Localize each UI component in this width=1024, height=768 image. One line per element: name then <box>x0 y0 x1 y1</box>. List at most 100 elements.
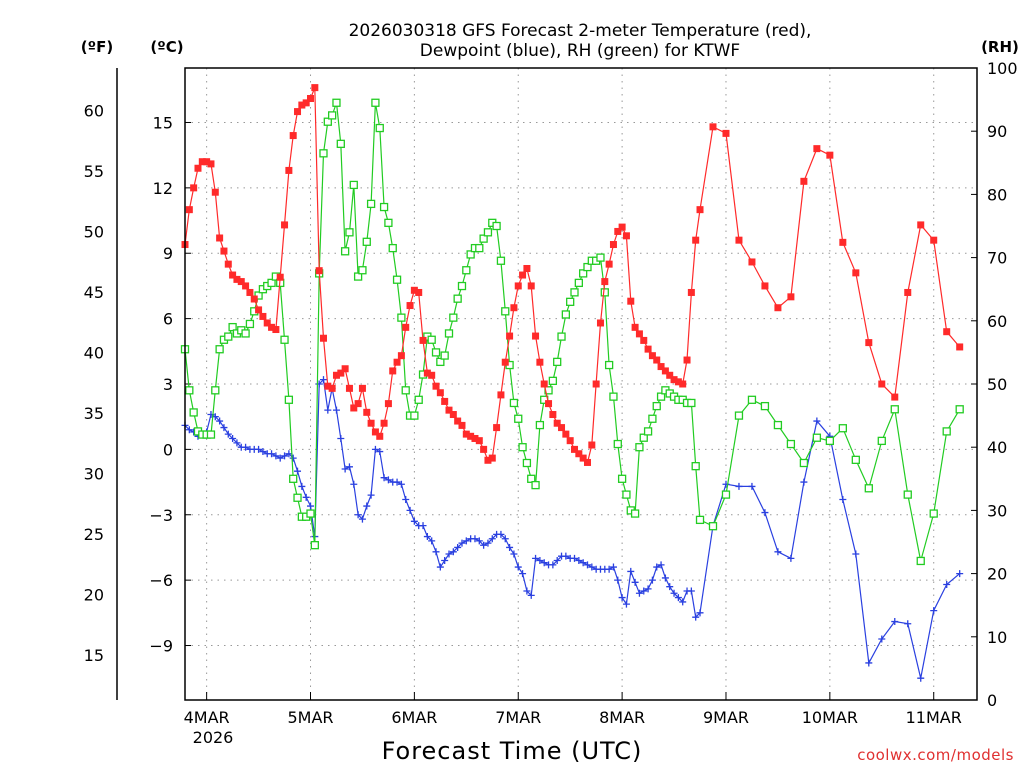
temperature-point <box>666 371 674 379</box>
temperature-point <box>276 273 284 281</box>
rh-point <box>570 288 579 297</box>
rh-point <box>916 556 925 566</box>
rh-point <box>838 424 847 433</box>
temperature-point <box>930 236 938 244</box>
temperature-point <box>337 369 345 377</box>
dewpoint-point <box>402 496 410 504</box>
rh-point <box>410 411 419 420</box>
dewpoint-point <box>285 450 293 458</box>
dewpoint-point <box>272 452 280 460</box>
temperature-series <box>181 84 964 466</box>
temperature-point <box>406 302 414 310</box>
temperature-point <box>185 206 193 214</box>
dewpoint-point <box>367 491 375 499</box>
temperature-point <box>272 326 280 334</box>
grid-lines <box>185 68 977 700</box>
dewpoint-point <box>488 535 496 543</box>
rh-point <box>812 433 822 442</box>
rh-point <box>440 351 449 360</box>
rh-point <box>561 310 571 319</box>
celsius-tick-label: −6 <box>149 571 173 590</box>
dewpoint-point <box>666 583 674 591</box>
temperature-point <box>640 336 648 344</box>
dewpoint-point <box>255 445 263 453</box>
dewpoint-point <box>648 576 656 584</box>
temperature-point <box>194 164 202 172</box>
temperature-point <box>558 424 566 432</box>
rh-point <box>431 348 441 357</box>
temperature-point <box>787 293 795 301</box>
fahrenheit-tick-label: 60 <box>84 101 104 120</box>
x-axis-year-label: 2026 <box>193 728 234 747</box>
dewpoint-point <box>575 557 583 565</box>
temperature-point <box>484 456 492 464</box>
dewpoint-point <box>484 539 492 547</box>
celsius-tick-label: −9 <box>149 637 173 656</box>
rh-point <box>574 278 583 288</box>
temperature-point <box>441 397 449 405</box>
chart-title-line-2: Dewpoint (blue), RH (green) for KTWF <box>420 41 740 61</box>
dewpoint-point <box>441 557 449 565</box>
temperature-point <box>289 132 297 140</box>
dewpoint-point <box>532 554 540 562</box>
temperature-point <box>281 221 289 229</box>
dewpoint-point <box>445 550 453 558</box>
dewpoint-point <box>917 674 925 682</box>
dewpoint-point <box>523 587 531 595</box>
dewpoint-point <box>224 430 232 438</box>
rh-tick-label: 0 <box>987 691 997 710</box>
dewpoint-point <box>406 506 414 514</box>
temperature-point <box>224 260 232 268</box>
dewpoint-point <box>350 480 358 488</box>
temperature-point <box>220 247 228 255</box>
time-tick-label: 7MAR <box>495 708 541 727</box>
rh-point <box>799 458 809 468</box>
rh-point <box>773 420 783 430</box>
rh-point <box>280 335 289 344</box>
temperature-point <box>709 123 717 131</box>
temperature-point <box>956 343 964 351</box>
temperature-point <box>545 400 553 408</box>
temperature-point <box>380 419 388 427</box>
fahrenheit-tick-label: 40 <box>84 344 104 363</box>
rh-point <box>327 111 337 120</box>
rh-point <box>548 376 558 385</box>
dewpoint-point <box>432 548 440 556</box>
time-tick-label: 8MAR <box>599 708 645 727</box>
temperature-point <box>878 380 886 388</box>
dewpoint-point <box>549 561 557 569</box>
temperature-point <box>354 400 362 408</box>
celsius-tick-label: 12 <box>153 179 173 198</box>
dewpoint-point <box>605 565 613 573</box>
temperature-point <box>614 227 622 235</box>
rh-point <box>293 493 302 502</box>
rh-point <box>427 335 436 344</box>
time-tick-label: 5MAR <box>287 708 333 727</box>
dewpoint-point <box>571 554 579 562</box>
temperature-point <box>294 108 302 116</box>
rh-point <box>929 509 938 518</box>
fahrenheit-tick-label: 30 <box>84 465 104 484</box>
temperature-point <box>635 330 643 338</box>
rh-point <box>375 123 384 133</box>
dewpoint-point <box>527 591 535 599</box>
temperature-point <box>475 437 483 445</box>
rh-point <box>496 256 506 265</box>
dewpoint-point <box>640 587 648 595</box>
temperature-point <box>389 367 397 375</box>
rh-tick-label: 50 <box>987 375 1007 394</box>
temperature-point <box>618 223 626 231</box>
temperature-point <box>445 406 453 414</box>
temperature-point <box>376 432 384 440</box>
dewpoint-point <box>536 557 544 565</box>
dewpoint-point <box>410 517 418 525</box>
rh-point <box>747 395 757 404</box>
rh-point <box>643 427 653 436</box>
rh-point <box>414 395 423 404</box>
rh-point <box>600 288 609 297</box>
dewpoint-point <box>631 578 639 586</box>
dewpoint-point <box>653 563 661 571</box>
dewpoint-point <box>553 557 561 565</box>
dewpoint-point <box>562 552 570 560</box>
rh-point <box>522 458 532 468</box>
